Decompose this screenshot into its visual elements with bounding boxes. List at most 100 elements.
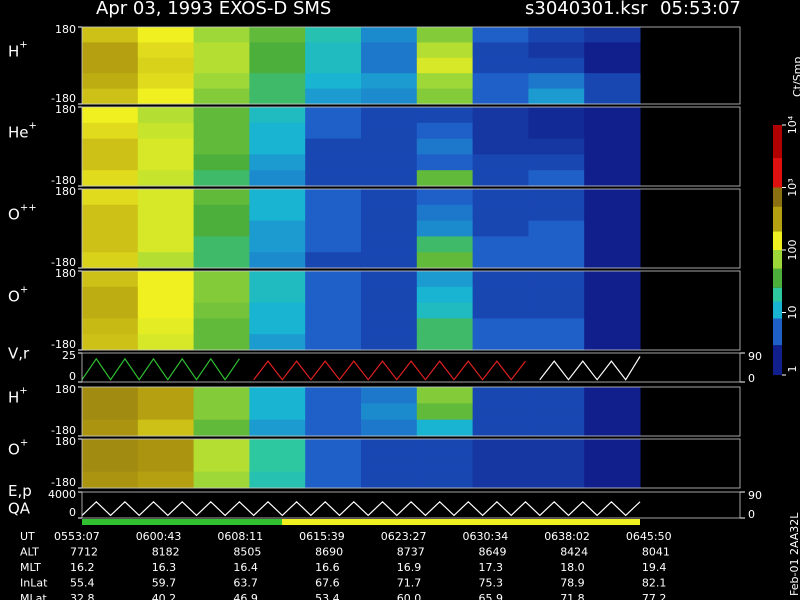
heat-cell: [137, 334, 195, 351]
panel-label-text: E,p: [8, 482, 32, 500]
cell: 0645:50: [626, 530, 672, 543]
heat-cell: [361, 252, 418, 269]
heat-cell: [305, 88, 362, 105]
heat-cell: [305, 73, 362, 90]
heat-cell: [82, 204, 139, 222]
heat-cell: [361, 122, 418, 140]
panel-label-sup: +: [20, 285, 28, 296]
heat-cell: [249, 220, 306, 237]
colorbar-tick-label: 10: [786, 306, 799, 320]
y-tick-label: -180: [51, 424, 76, 437]
heat-cell: [305, 403, 362, 421]
y2-tick-label: 90: [748, 350, 762, 363]
heat-cell: [584, 387, 641, 404]
cell: 40.2: [152, 592, 177, 600]
colorbar-segment: [773, 318, 782, 346]
heat-cell: [193, 57, 250, 74]
panel-label-text: O: [8, 205, 20, 223]
heat-cell: [528, 318, 585, 335]
heat-cell: [416, 419, 474, 437]
heat-cell: [249, 419, 306, 437]
heat-cell: [193, 138, 250, 155]
cell: 65.9: [479, 592, 504, 600]
heat-cell: [249, 88, 306, 105]
y-tick-label: 180: [55, 435, 76, 448]
heat-cell: [249, 236, 306, 253]
heat-cell: [528, 204, 585, 222]
heat-cell: [472, 236, 529, 253]
heat-cell: [82, 236, 139, 253]
y-tick-label: 0: [69, 506, 76, 519]
cell: 63.7: [233, 577, 258, 590]
cell: 0638:02: [544, 530, 590, 543]
heat-cell: [528, 455, 585, 473]
cell: 0600:43: [136, 530, 182, 543]
heat-cell: [193, 27, 250, 43]
heat-cell: [193, 271, 250, 288]
heat-cell: [584, 403, 641, 421]
heat-cell: [472, 122, 529, 140]
cell: 55.4: [70, 577, 95, 590]
heat-cell: [82, 42, 139, 59]
panel-label: H+: [8, 386, 28, 407]
panel-label: O++: [8, 203, 37, 224]
heat-cell: [416, 271, 474, 288]
heat-cell: [82, 387, 139, 404]
heat-cell: [137, 286, 195, 304]
cell: 0623:27: [381, 530, 427, 543]
heat-cell: [528, 271, 585, 288]
colorbar-segment: [773, 157, 782, 188]
heat-cell: [361, 455, 418, 473]
heat-cell: [472, 271, 529, 288]
heat-cell: [249, 27, 306, 43]
heat-cell: [305, 419, 362, 437]
heat-cell: [416, 107, 474, 124]
heat-cell: [361, 302, 418, 319]
heat-cell: [82, 318, 139, 335]
heat-cell: [472, 318, 529, 335]
heat-cell: [305, 286, 362, 304]
colorbar-segment: [773, 231, 782, 250]
y2-tick-label: 0: [748, 372, 755, 385]
colorbar-segment: [773, 268, 782, 288]
heat-cell: [528, 73, 585, 90]
heat-cell: [249, 189, 306, 206]
heat-cell: [305, 122, 362, 140]
heat-cell: [305, 387, 362, 404]
panel-label-sup: ++: [20, 203, 37, 214]
heat-cell: [416, 403, 474, 421]
heat-cell: [528, 57, 585, 74]
heat-cell: [361, 403, 418, 421]
colorbar-segment: [773, 250, 782, 269]
heat-cell: [249, 204, 306, 222]
heat-cell: [584, 286, 641, 304]
row-label: InLat: [20, 577, 48, 590]
heat-cell: [584, 236, 641, 253]
heat-cell: [416, 302, 474, 319]
panel-label-sup: +: [19, 386, 27, 397]
heat-cell: [416, 27, 474, 43]
heat-cell: [137, 189, 195, 206]
heat-cell: [528, 154, 585, 171]
colorbar-tick-label: 1: [786, 366, 799, 373]
heat-cell: [249, 170, 306, 187]
cell: 8505: [233, 546, 261, 559]
heat-cell: [193, 189, 250, 206]
heat-cell: [193, 471, 250, 489]
heat-cell: [584, 204, 641, 222]
heat-cell: [249, 455, 306, 473]
heat-cell: [472, 57, 529, 74]
panel-label2: QA: [8, 500, 31, 518]
colorbar-title: Ct/Smp: [791, 57, 800, 97]
panel-label: E,p: [8, 482, 32, 500]
heat-cell: [472, 252, 529, 269]
heat-cell: [361, 387, 418, 404]
heat-cell: [137, 88, 195, 105]
panel-label: O+: [8, 438, 28, 459]
heat-cell: [584, 107, 641, 124]
heat-cell: [416, 170, 474, 187]
heat-cell: [137, 27, 195, 43]
heat-cell: [584, 57, 641, 74]
heat-cell: [472, 42, 529, 59]
heat-cell: [249, 334, 306, 351]
